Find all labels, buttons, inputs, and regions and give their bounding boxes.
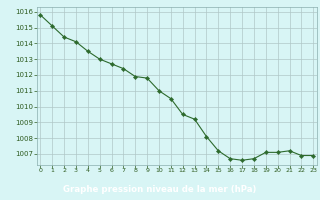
- Text: Graphe pression niveau de la mer (hPa): Graphe pression niveau de la mer (hPa): [63, 185, 257, 194]
